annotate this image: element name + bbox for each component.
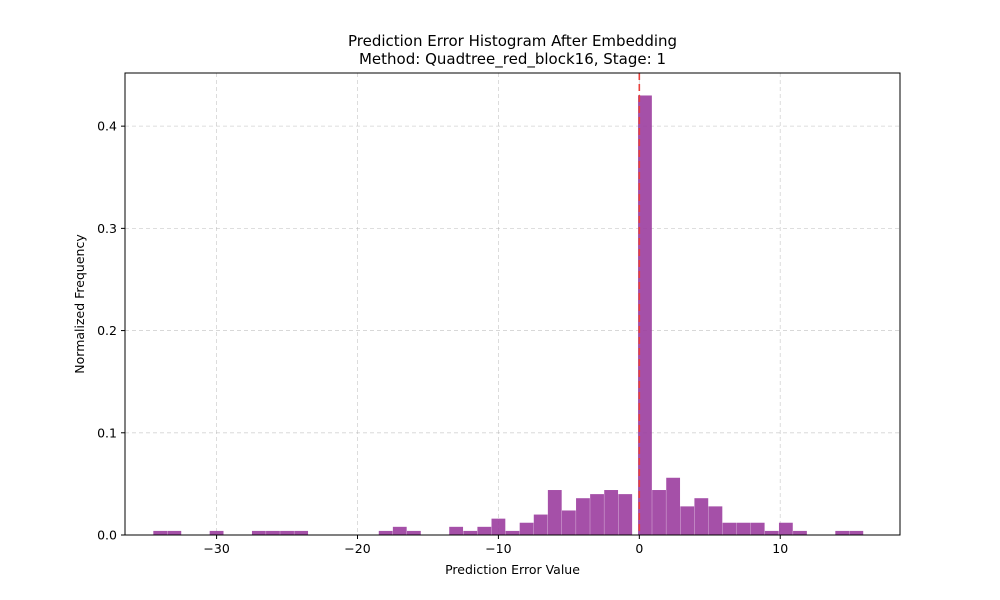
histogram-bar xyxy=(618,494,633,535)
x-axis-label: Prediction Error Value xyxy=(445,562,580,577)
histogram-bar xyxy=(708,506,723,535)
histogram-bar xyxy=(505,530,520,535)
histogram-bar xyxy=(533,514,548,535)
histogram-bar xyxy=(477,526,492,535)
histogram-bar xyxy=(251,530,266,535)
histogram-bar xyxy=(491,518,506,535)
histogram-bar xyxy=(463,530,478,535)
x-axis-ticks: −30 −20 −10 0 10 xyxy=(203,535,788,556)
histogram-bar xyxy=(666,477,681,535)
histogram-bar xyxy=(519,522,534,535)
histogram-bar xyxy=(153,530,168,535)
histogram-bar xyxy=(849,530,864,535)
histogram-bar xyxy=(378,530,393,535)
histogram-bar xyxy=(294,530,309,535)
grid-layer xyxy=(125,73,900,536)
histogram-bar xyxy=(547,490,562,535)
y-tick-label: 0.0 xyxy=(97,528,117,543)
histogram-bar xyxy=(392,526,407,535)
x-tick-label: −30 xyxy=(203,541,229,556)
histogram-bar xyxy=(778,522,793,535)
histogram-bar xyxy=(167,530,182,535)
y-tick-label: 0.4 xyxy=(97,119,117,134)
y-axis-label: Normalized Frequency xyxy=(72,234,87,374)
histogram-bar xyxy=(835,530,850,535)
histogram-bar xyxy=(793,530,807,535)
x-tick-label: −20 xyxy=(344,541,370,556)
histogram-bar xyxy=(449,526,464,535)
bars-layer xyxy=(153,95,864,535)
histogram-bar xyxy=(722,522,737,535)
histogram-bar xyxy=(590,494,604,535)
histogram-bar xyxy=(209,530,224,535)
x-tick-label: 10 xyxy=(772,541,788,556)
plot-frame xyxy=(124,72,901,536)
histogram-bar xyxy=(652,490,666,535)
histogram-bar xyxy=(638,95,652,535)
y-tick-label: 0.3 xyxy=(97,221,117,236)
histogram-bar xyxy=(736,522,751,535)
histogram-bar xyxy=(750,522,765,535)
histogram-bar xyxy=(680,506,695,535)
x-tick-label: 0 xyxy=(635,541,643,556)
histogram-bar xyxy=(266,530,280,535)
chart-subtitle: Method: Quadtree_red_block16, Stage: 1 xyxy=(359,50,666,69)
histogram-bar xyxy=(406,530,421,535)
histogram-bar xyxy=(604,490,619,535)
histogram-bar xyxy=(280,530,294,535)
y-tick-label: 0.2 xyxy=(97,323,117,338)
histogram-bar xyxy=(561,510,576,535)
histogram-bar xyxy=(694,498,709,535)
y-axis-ticks: 0.0 0.1 0.2 0.3 0.4 xyxy=(97,119,125,543)
x-tick-label: −10 xyxy=(485,541,511,556)
histogram-bar xyxy=(576,498,590,535)
histogram-bar xyxy=(764,530,779,535)
chart-title: Prediction Error Histogram After Embeddi… xyxy=(348,32,677,50)
y-tick-label: 0.1 xyxy=(97,425,117,440)
